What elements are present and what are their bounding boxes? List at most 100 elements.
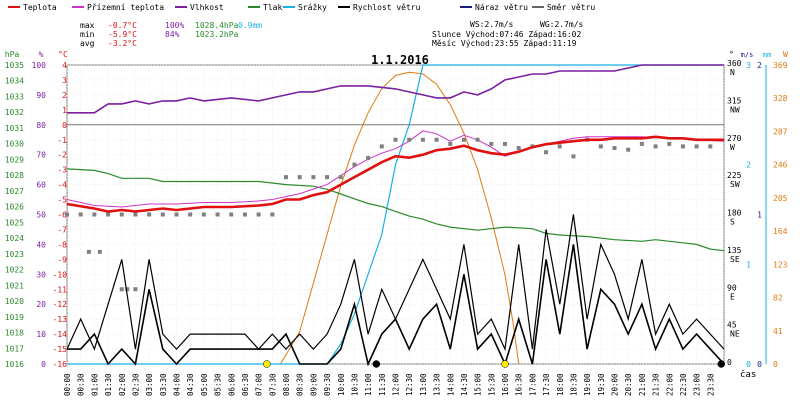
marker-moonset — [372, 360, 381, 368]
wind-direction-point — [516, 146, 521, 151]
moon-times: Měsíc Východ:23:55 Západ:11:19 — [432, 39, 577, 48]
percent-tick: 10 — [36, 330, 46, 339]
hpa-tick: 1017 — [5, 344, 24, 353]
percent-tick: 20 — [36, 300, 46, 309]
wind-direction-point — [434, 137, 439, 142]
time-tick: 12:00 — [392, 373, 401, 396]
time-tick: 10:30 — [350, 373, 359, 396]
time-tick: 17:30 — [542, 373, 551, 396]
wind-direction-point — [420, 137, 425, 142]
direction-name: SE — [730, 255, 740, 264]
direction-name: W — [730, 143, 735, 152]
wind-direction-point — [86, 249, 91, 254]
percent-unit: % — [39, 50, 44, 59]
stats-label: max — [80, 21, 95, 30]
stats-pressure: 1023.2hPa — [195, 30, 239, 39]
wind-direction-point — [229, 212, 234, 217]
direction-tick: 180 — [727, 209, 742, 218]
wind-direction-point — [284, 175, 288, 180]
wind-direction-point — [626, 147, 631, 152]
stats-humidity: 100% — [165, 21, 184, 30]
hpa-tick: 1030 — [5, 140, 24, 149]
stats-pressure: 1028.4hPa — [195, 21, 239, 30]
wind-direction-point — [188, 212, 193, 217]
time-tick: 20:30 — [624, 373, 633, 396]
time-tick: 00:00 — [63, 373, 72, 396]
stats-temp: -3.2°C — [108, 39, 137, 48]
direction-name: NE — [730, 330, 740, 339]
wind-direction-point — [448, 141, 453, 146]
celsius-tick: -11 — [53, 285, 68, 294]
celsius-tick: -14 — [53, 330, 68, 339]
markers — [263, 360, 726, 368]
stats-humidity: 84% — [165, 30, 180, 39]
plot-grid — [66, 64, 725, 365]
radiation-tick: 205 — [773, 194, 788, 203]
time-tick: 23:30 — [706, 373, 715, 396]
celsius-unit: °C — [58, 50, 68, 59]
wind-direction-point — [612, 146, 617, 151]
percent-tick: 40 — [36, 240, 46, 249]
time-tick: 02:30 — [131, 373, 140, 396]
wind-direction-point — [125, 287, 130, 292]
time-tick: 02:00 — [118, 373, 127, 396]
time-tick: 19:00 — [583, 373, 592, 396]
time-tick: 06:30 — [241, 373, 250, 396]
time-tick: 15:30 — [487, 373, 496, 396]
hpa-tick: 1025 — [5, 218, 24, 227]
wind-direction-point — [147, 212, 152, 217]
wind-direction-point — [311, 175, 316, 180]
legend-label: Teplota — [23, 3, 57, 12]
wind-speed-text: WS:2.7m/s — [470, 20, 514, 29]
celsius-tick: 2 — [62, 91, 67, 100]
wind-direction-point — [544, 150, 549, 155]
wind-direction-point — [366, 156, 371, 161]
hpa-tick: 1027 — [5, 187, 24, 196]
percent-tick: 50 — [36, 211, 46, 220]
direction-tick: 360 — [727, 59, 742, 68]
axes: hPa1016101710181019102010211022102310241… — [5, 50, 788, 396]
time-tick: 18:00 — [556, 373, 565, 396]
time-tick: 14:00 — [446, 373, 455, 396]
wind-direction-point — [379, 144, 384, 149]
celsius-tick: -12 — [53, 300, 68, 309]
time-tick: 09:00 — [309, 373, 318, 396]
celsius-tick: -1 — [57, 136, 67, 145]
wind-direction-point — [489, 141, 494, 146]
hpa-tick: 1019 — [5, 313, 24, 322]
marker-sunrise — [263, 360, 271, 368]
x-axis-label: čas — [740, 369, 756, 380]
direction-name: N — [730, 68, 735, 77]
wind-direction-point — [571, 154, 576, 159]
wind-direction-point — [407, 137, 412, 142]
series — [65, 64, 725, 367]
stats-label: min — [80, 30, 95, 39]
time-tick: 11:30 — [378, 373, 387, 396]
stats-label: avg — [80, 39, 95, 48]
direction-name: NW — [730, 105, 740, 114]
percent-tick: 100 — [32, 61, 47, 70]
celsius-tick: -16 — [53, 360, 68, 369]
legend-label: Rychlost větru — [353, 3, 421, 12]
wind-direction-point — [119, 287, 124, 292]
radiation-tick: 82 — [773, 294, 783, 303]
direction-tick: 135 — [727, 246, 742, 255]
radiation-tick: 246 — [773, 161, 788, 170]
time-tick: 18:30 — [569, 373, 578, 396]
time-tick: 13:00 — [419, 373, 428, 396]
wind-direction-point — [475, 137, 480, 142]
legend-label: Tlak — [263, 3, 282, 12]
marker-sunset — [501, 360, 509, 368]
direction-tick: 315 — [727, 96, 742, 105]
radiation-tick: 287 — [773, 127, 788, 136]
time-tick: 16:30 — [515, 373, 524, 396]
wind-direction-point — [133, 212, 138, 217]
time-tick: 08:30 — [296, 373, 305, 396]
time-tick: 07:00 — [255, 373, 264, 396]
direction-tick: 270 — [727, 134, 742, 143]
celsius-tick: 0 — [62, 121, 67, 130]
legend-label: Směr větru — [547, 3, 595, 12]
time-tick: 07:30 — [268, 373, 277, 396]
celsius-tick: -13 — [53, 315, 68, 324]
wind-direction-point — [708, 144, 713, 149]
